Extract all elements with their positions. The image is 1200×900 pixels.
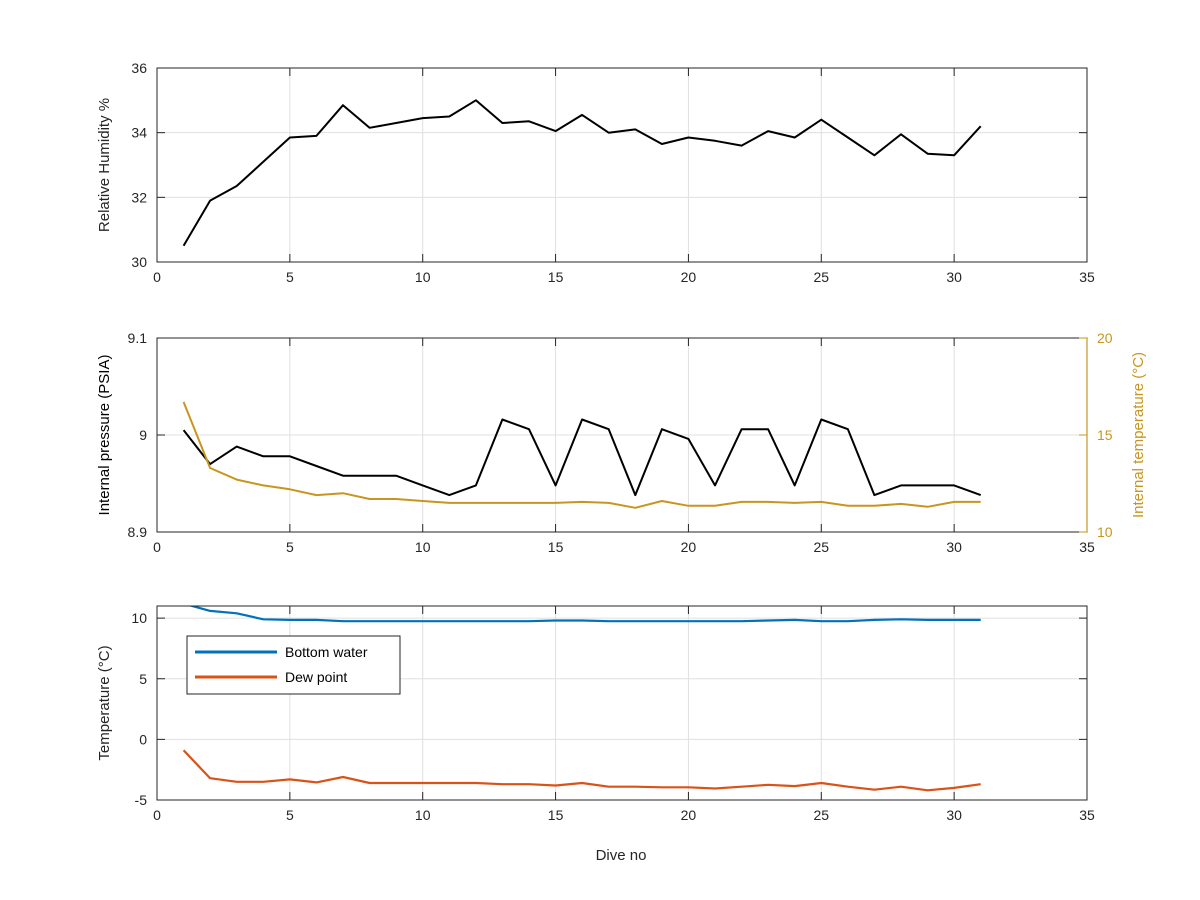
x-tick-label: 25 [813,807,829,823]
series-line-1 [182,99,982,247]
x-tick-label: 20 [681,269,697,285]
shared-x-axis-label: Dive no [596,847,647,864]
y-tick-label: 0 [139,731,147,747]
legend-box [186,635,401,695]
x-tick-label: 10 [415,539,431,555]
x-tick-label: 30 [946,269,962,285]
right-y-axis-label: Internal temperature (°C) [1130,352,1147,518]
axes-box [156,67,1088,263]
series-line-1 [182,418,982,497]
x-tick-label: 5 [286,269,294,285]
x-tick-label: 15 [548,807,564,823]
series-line-dew-point [182,749,981,792]
x-tick-label: 10 [415,807,431,823]
subplot-3: 0 5 10 15 20 25 30 35 -5 0 5 10 Temperature (°C) Bott… [96,605,1095,823]
x-tick-label: 15 [548,539,564,555]
y-tick-label: 36 [131,60,147,76]
x-tick-label: 10 [415,269,431,285]
x-tick-label: 15 [548,269,564,285]
axes-box [156,605,1088,801]
x-tick-label: 20 [681,539,697,555]
y-tick-label: 9 [139,427,147,443]
y-axis-label: Relative Humidity % [96,98,113,232]
series-line-2 [182,401,981,509]
x-tick-label: 30 [946,539,962,555]
y-axis-label: Temperature (°C) [96,645,113,760]
x-tick-label: 25 [813,269,829,285]
y-tick-label: 34 [131,125,147,141]
subplots: 0 5 10 15 20 25 30 35 30 32 34 36 Relative Humidity … [96,60,1147,823]
y-tick-label: 9.1 [128,330,148,346]
x-tick-label: 35 [1079,539,1095,555]
y-tick-label: 10 [131,610,147,626]
x-tick-label: 0 [153,539,161,555]
x-tick-label: 35 [1079,269,1095,285]
y-tick-label: 30 [131,254,147,270]
x-tick-label: 5 [286,539,294,555]
legend-label: Bottom water [285,644,368,660]
subplot-1: 0 5 10 15 20 25 30 35 30 32 34 36 Relative Humidity … [96,60,1095,285]
right-y-tick-label: 20 [1097,330,1113,346]
x-tick-label: 25 [813,539,829,555]
x-tick-label: 20 [681,807,697,823]
right-y-tick-label: 15 [1097,427,1113,443]
x-tick-label: 35 [1079,807,1095,823]
x-tick-label: 5 [286,807,294,823]
y-tick-label: 5 [139,671,147,687]
y-tick-label: 8.9 [128,524,148,540]
y-axis-label: Internal pressure (PSIA) [96,355,113,516]
y-tick-label: 32 [131,189,147,205]
x-tick-label: 30 [946,807,962,823]
legend: Bottom water Dew point [186,635,401,695]
legend-label: Dew point [285,669,347,685]
x-tick-label: 0 [153,807,161,823]
series-line-bottom-water [188,606,981,623]
x-tick-label: 0 [153,269,161,285]
right-y-tick-label: 10 [1097,524,1113,540]
y-tick-label: -5 [135,792,148,808]
subplot-2: 0 5 10 15 20 25 30 35 8.9 9 9.1 Internal pressure (… [96,330,1147,555]
